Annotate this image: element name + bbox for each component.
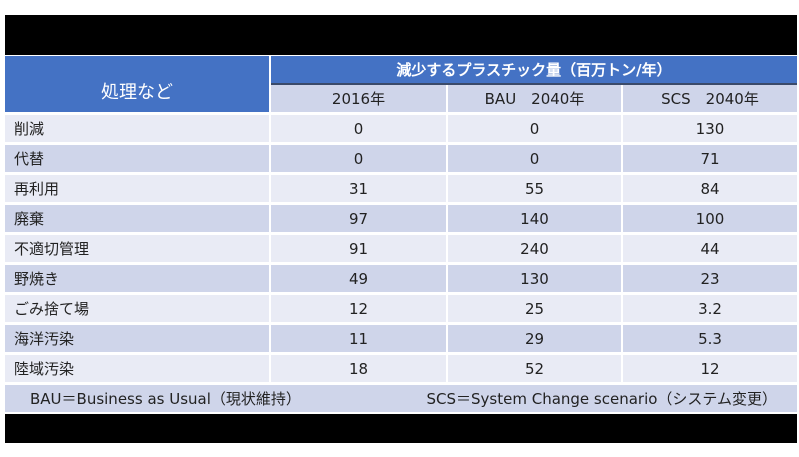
cell-scs: 84: [621, 173, 797, 205]
top-black-bar: [5, 15, 797, 55]
column-header-2016: 2016年: [269, 84, 447, 115]
cell-2016: 49: [269, 263, 447, 295]
cell-2016: 97: [269, 203, 447, 235]
cell-scs: 3.2: [621, 293, 797, 325]
cell-2016: 91: [269, 233, 447, 265]
group-header: 減少するプラスチック量（百万トン/年）: [270, 56, 797, 85]
cell-bau: 0: [446, 113, 622, 145]
row-label: 海洋汚染: [5, 323, 270, 355]
table-row: 再利用 31 55 84: [5, 173, 797, 205]
cell-2016: 18: [269, 353, 447, 385]
cell-bau: 55: [446, 173, 622, 205]
row-label: 廃棄: [5, 203, 270, 235]
cell-scs: 130: [621, 113, 797, 145]
cell-bau: 52: [446, 353, 622, 385]
header-row-2: 2016年 BAU 2040年 SCS 2040年: [5, 84, 797, 115]
table-row: 不適切管理 91 240 44: [5, 233, 797, 265]
row-label: 削減: [5, 113, 270, 145]
cell-scs: 12: [621, 353, 797, 385]
column-header-bau-2040: BAU 2040年: [446, 84, 622, 115]
cell-scs: 44: [621, 233, 797, 265]
column-header-scs-2040: SCS 2040年: [621, 84, 797, 115]
table-row: 代替 0 0 71: [5, 143, 797, 175]
footer-row: BAU＝Business as Usual（現状維持） SCS＝System C…: [5, 383, 797, 412]
cell-bau: 25: [446, 293, 622, 325]
row-label: 陸域汚染: [5, 353, 270, 385]
cell-2016: 0: [269, 113, 447, 145]
cell-2016: 12: [269, 293, 447, 325]
cell-bau: 29: [446, 323, 622, 355]
cell-bau: 240: [446, 233, 622, 265]
cell-scs: 100: [621, 203, 797, 235]
cell-scs: 5.3: [621, 323, 797, 355]
table-row: 陸域汚染 18 52 12: [5, 353, 797, 385]
process-header: 処理など: [5, 56, 271, 115]
cell-bau: 140: [446, 203, 622, 235]
bottom-black-bar: [5, 414, 797, 443]
cell-2016: 11: [269, 323, 447, 355]
header-row-1: 処理など 減少するプラスチック量（百万トン/年）: [5, 56, 797, 115]
row-label: 不適切管理: [5, 233, 270, 265]
table-row: ごみ捨て場 12 25 3.2: [5, 293, 797, 325]
bau-definition: BAU＝Business as Usual（現状維持）: [30, 390, 301, 408]
row-label: ごみ捨て場: [5, 293, 270, 325]
table-row: 廃棄 97 140 100: [5, 203, 797, 235]
cell-bau: 130: [446, 263, 622, 295]
table-row: 海洋汚染 11 29 5.3: [5, 323, 797, 355]
plastic-reduction-table: 処理など 減少するプラスチック量（百万トン/年） 2016年 BAU 2040年…: [5, 56, 797, 412]
row-label: 再利用: [5, 173, 270, 205]
cell-scs: 23: [621, 263, 797, 295]
cell-bau: 0: [446, 143, 622, 175]
row-label: 野焼き: [5, 263, 270, 295]
row-label: 代替: [5, 143, 270, 175]
table-row: 削減 0 0 130: [5, 113, 797, 145]
cell-2016: 31: [269, 173, 447, 205]
table-row: 野焼き 49 130 23: [5, 263, 797, 295]
cell-scs: 71: [621, 143, 797, 175]
cell-2016: 0: [269, 143, 447, 175]
scs-definition: SCS＝System Change scenario（システム変更）: [426, 390, 777, 408]
